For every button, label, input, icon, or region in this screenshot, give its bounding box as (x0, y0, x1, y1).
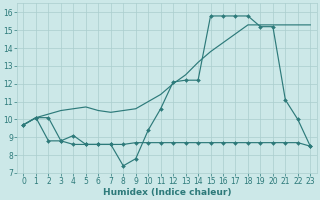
X-axis label: Humidex (Indice chaleur): Humidex (Indice chaleur) (103, 188, 231, 197)
